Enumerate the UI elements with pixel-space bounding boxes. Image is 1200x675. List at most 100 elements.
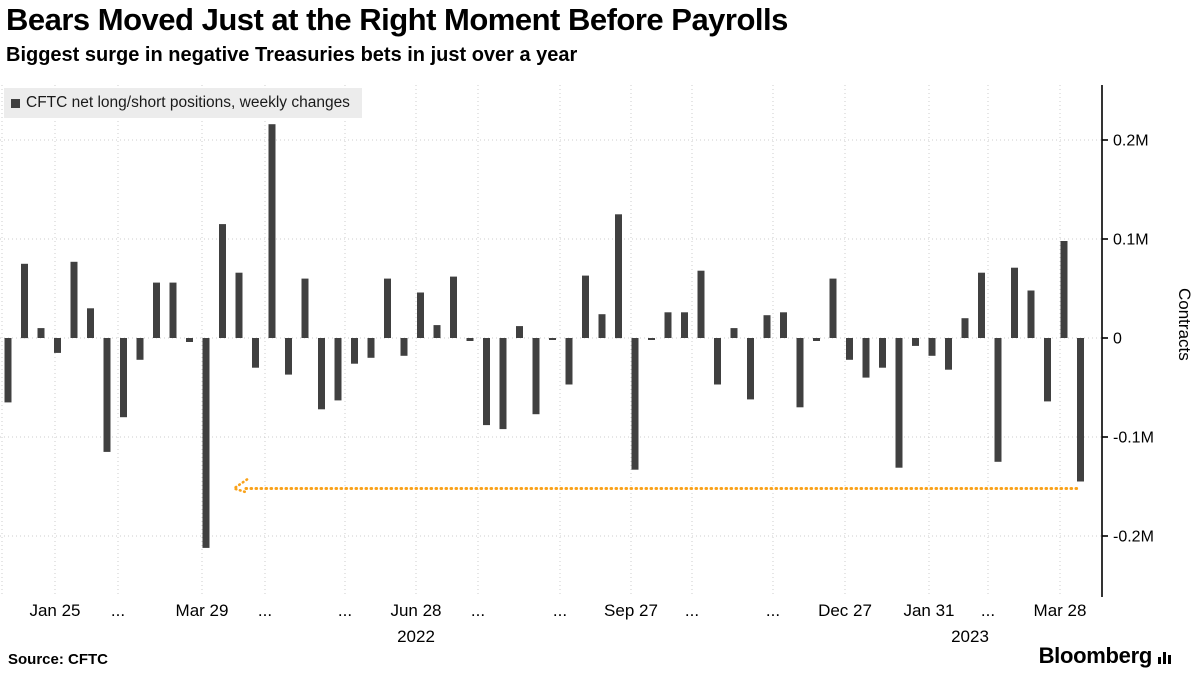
weekly-change-bar: [664, 312, 672, 338]
weekly-change-bar: [829, 278, 837, 338]
weekly-change-bar: [351, 338, 358, 364]
chart-subtitle: Biggest surge in negative Treasuries bet…: [6, 44, 578, 66]
weekly-change-bar: [582, 275, 589, 338]
weekly-change-bar: [268, 124, 276, 338]
weekly-change-bar: [1027, 290, 1035, 338]
legend-series-marker: [11, 98, 20, 108]
weekly-change-bar: [499, 338, 507, 430]
weekly-change-bar: [136, 338, 144, 360]
weekly-change-bar: [301, 278, 309, 338]
weekly-change-bar: [846, 338, 853, 360]
weekly-change-bar: [384, 278, 391, 338]
x-tick-label: ...: [258, 601, 272, 620]
weekly-change-bar: [70, 261, 78, 338]
weekly-change-bar: [417, 292, 424, 338]
weekly-change-bar: [961, 318, 969, 338]
weekly-change-bar: [648, 338, 655, 340]
weekly-change-bar: [235, 272, 243, 338]
weekly-change-bar: [483, 338, 490, 426]
x-tick-label: Mar 28: [1034, 601, 1087, 620]
chart-title: Bears Moved Just at the Right Moment Bef…: [6, 2, 788, 37]
weekly-change-bar: [598, 314, 606, 338]
weekly-change-bar: [813, 338, 820, 341]
weekly-change-bar: [928, 338, 936, 356]
chart-legend: CFTC net long/short positions, weekly ch…: [4, 88, 362, 118]
weekly-change-bar: [120, 338, 127, 418]
weekly-change-bar: [37, 328, 45, 338]
y-tick-label: 0: [1113, 331, 1122, 348]
weekly-change-bar: [252, 338, 259, 368]
weekly-change-bar: [697, 270, 705, 338]
weekly-change-bar: [103, 338, 111, 452]
weekly-change-bar: [87, 308, 94, 338]
weekly-change-bar: [334, 338, 342, 401]
weekly-change-bar: [912, 338, 919, 346]
weekly-change-bar: [681, 312, 688, 338]
bloomberg-wordmark: Bloomberg: [1038, 643, 1153, 668]
weekly-change-bar: [565, 338, 573, 385]
weekly-change-bar: [780, 312, 787, 338]
x-year-label: 2023: [951, 627, 989, 646]
x-tick-label: Sep 27: [604, 601, 658, 620]
source-note: Source: CFTC: [8, 651, 109, 668]
x-tick-label: ...: [111, 601, 125, 620]
weekly-change-bar: [1077, 338, 1084, 482]
weekly-change-bar: [318, 338, 325, 410]
y-tick-label: 0.2M: [1113, 133, 1149, 150]
x-tick-label: ...: [685, 601, 699, 620]
weekly-change-bar: [202, 338, 210, 548]
weekly-change-bar: [433, 325, 441, 338]
weekly-change-bar: [796, 338, 804, 408]
weekly-change-bar: [895, 338, 903, 468]
x-tick-label: Jun 28: [390, 601, 441, 620]
weekly-change-bar: [1011, 267, 1018, 338]
y-axis-title: Contracts: [1175, 288, 1194, 361]
weekly-change-bar: [1044, 338, 1051, 402]
x-tick-label: Jan 25: [29, 601, 80, 620]
x-tick-label: Dec 27: [818, 601, 872, 620]
weekly-change-bar: [994, 338, 1002, 462]
weekly-change-bar: [978, 272, 985, 338]
weekly-change-bar: [21, 263, 28, 339]
legend-series-label: CFTC net long/short positions, weekly ch…: [26, 94, 350, 111]
bloomberg-chart-icon: [1158, 651, 1171, 664]
y-tick-label: -0.1M: [1113, 430, 1154, 447]
weekly-change-bar: [763, 315, 771, 338]
weekly-change-bar: [466, 338, 474, 341]
x-tick-label: Mar 29: [176, 601, 229, 620]
weekly-change-bar: [285, 338, 292, 375]
weekly-change-bar: [714, 338, 721, 385]
weekly-change-bar: [631, 338, 639, 470]
x-tick-label: ...: [981, 601, 995, 620]
weekly-change-bar: [730, 328, 738, 338]
weekly-change-bar: [219, 224, 226, 338]
weekly-change-bar: [747, 338, 754, 400]
weekly-change-bar: [862, 338, 870, 378]
weekly-change-bar: [54, 338, 61, 353]
weekly-change-bar: [400, 338, 408, 356]
weekly-change-bar: [367, 338, 375, 358]
weekly-change-bar: [4, 338, 12, 403]
bloomberg-logo: Bloomberg: [1039, 643, 1172, 669]
x-year-label: 2022: [397, 627, 435, 646]
x-tick-label: Jan 31: [903, 601, 954, 620]
x-tick-label: ...: [471, 601, 485, 620]
x-tick-label: ...: [766, 601, 780, 620]
weekly-change-bar: [615, 214, 622, 339]
weekly-change-bar: [945, 338, 952, 370]
annotation-arrow-icon: [231, 478, 249, 494]
weekly-change-bar: [516, 326, 523, 338]
weekly-change-bar: [186, 338, 193, 342]
weekly-change-bar: [153, 282, 160, 338]
x-tick-label: ...: [338, 601, 352, 620]
weekly-change-bar: [1060, 241, 1068, 338]
weekly-change-bar: [450, 276, 457, 338]
weekly-change-bar: [169, 282, 177, 338]
weekly-change-bar: [549, 338, 556, 340]
weekly-change-bar: [879, 338, 886, 368]
x-tick-label: ...: [553, 601, 567, 620]
y-tick-label: -0.2M: [1113, 529, 1154, 546]
weekly-change-bar: [532, 338, 540, 415]
